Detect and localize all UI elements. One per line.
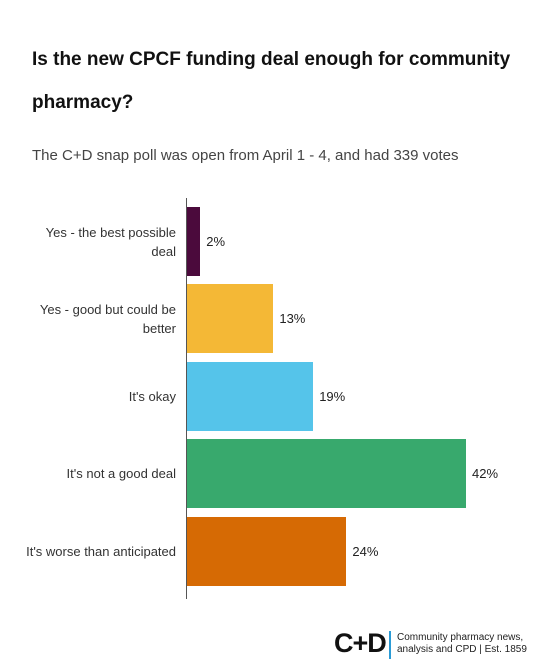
bar <box>187 439 466 509</box>
category-label: Yes - good but could be better <box>39 301 176 336</box>
logo-separator <box>389 631 391 659</box>
category-label: It's not a good deal <box>66 466 176 482</box>
bar <box>187 207 201 276</box>
chart-title: Is the new CPCF funding deal enough for … <box>32 49 511 113</box>
category-label: It's worse than anticipated <box>26 543 176 559</box>
bar <box>187 284 274 354</box>
chart-subtitle: The C+D snap poll was open from April 1 … <box>32 147 459 164</box>
category-label: It's okay <box>128 388 176 404</box>
bar <box>187 516 347 586</box>
logo: C+D <box>334 628 387 658</box>
value-label: 2% <box>206 234 226 249</box>
value-label: 42% <box>472 466 499 482</box>
bar <box>187 361 314 431</box>
category-label: Yes - the best possible deal <box>45 224 176 259</box>
value-label: 19% <box>319 388 346 404</box>
logo-tagline: Community pharmacy news, analysis and CP… <box>397 632 527 655</box>
value-label: 13% <box>279 311 306 327</box>
value-label: 24% <box>352 543 379 559</box>
axis-line <box>186 198 187 599</box>
